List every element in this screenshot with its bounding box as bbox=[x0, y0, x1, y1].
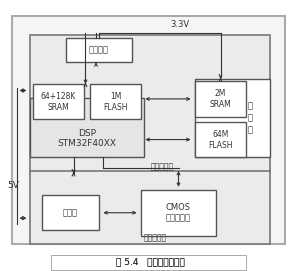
Text: 图 5.4   电子学系统框图: 图 5.4 电子学系统框图 bbox=[116, 257, 184, 266]
Text: 5V: 5V bbox=[8, 181, 20, 190]
Text: 64+128K
SRAM: 64+128K SRAM bbox=[41, 92, 76, 112]
Bar bbox=[141, 190, 216, 236]
Bar bbox=[66, 38, 132, 62]
Text: 1M
FLASH: 1M FLASH bbox=[103, 92, 128, 112]
Text: 2M
SRAM: 2M SRAM bbox=[210, 89, 231, 109]
Text: 电源模块: 电源模块 bbox=[89, 46, 109, 55]
Bar bbox=[195, 122, 246, 157]
Bar bbox=[30, 35, 270, 173]
Bar bbox=[30, 98, 144, 157]
Bar bbox=[33, 84, 84, 119]
Bar bbox=[90, 84, 141, 119]
Text: 控制系统板: 控制系统板 bbox=[150, 163, 174, 172]
Text: 成像系统板: 成像系统板 bbox=[143, 233, 166, 242]
Text: 缓冲器: 缓冲器 bbox=[63, 208, 78, 217]
Text: 64M
FLASH: 64M FLASH bbox=[208, 130, 233, 150]
Bar bbox=[12, 16, 285, 244]
FancyBboxPatch shape bbox=[51, 255, 246, 270]
Text: 3.3V: 3.3V bbox=[170, 20, 190, 29]
Bar bbox=[42, 195, 99, 230]
Bar bbox=[30, 171, 270, 244]
Text: 存
储
器: 存 储 器 bbox=[248, 102, 253, 134]
Bar bbox=[195, 81, 246, 117]
Text: DSP
STM32F40XX: DSP STM32F40XX bbox=[58, 128, 116, 148]
Text: CMOS
图像传感器: CMOS 图像传感器 bbox=[166, 203, 191, 223]
Text: 图 5.4   电子学系统框图: 图 5.4 电子学系统框图 bbox=[116, 257, 184, 267]
Bar bbox=[195, 79, 270, 157]
